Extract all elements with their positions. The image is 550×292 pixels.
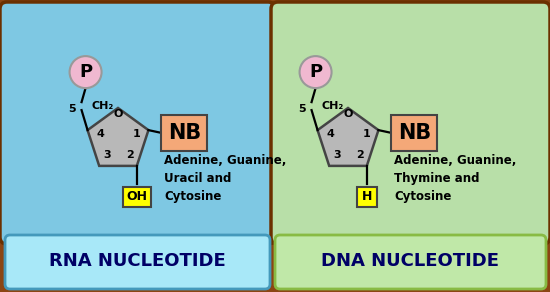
Text: CH₂: CH₂ bbox=[322, 101, 344, 111]
Text: 5: 5 bbox=[298, 104, 306, 114]
Text: O: O bbox=[343, 109, 353, 119]
FancyBboxPatch shape bbox=[0, 2, 275, 244]
Text: NB: NB bbox=[168, 123, 201, 143]
FancyBboxPatch shape bbox=[162, 115, 207, 151]
Text: 4: 4 bbox=[96, 128, 104, 139]
Circle shape bbox=[69, 56, 102, 88]
FancyBboxPatch shape bbox=[275, 235, 546, 289]
Polygon shape bbox=[87, 108, 148, 166]
Text: NB: NB bbox=[398, 123, 431, 143]
Text: 2: 2 bbox=[126, 150, 134, 160]
Polygon shape bbox=[317, 108, 378, 166]
Text: DNA NUCLEOTIDE: DNA NUCLEOTIDE bbox=[321, 252, 499, 270]
FancyBboxPatch shape bbox=[392, 115, 437, 151]
Text: 1: 1 bbox=[133, 128, 141, 139]
Text: 3: 3 bbox=[333, 150, 340, 160]
Text: P: P bbox=[309, 63, 322, 81]
Text: 1: 1 bbox=[363, 128, 371, 139]
Text: RNA NUCLEOTIDE: RNA NUCLEOTIDE bbox=[48, 252, 225, 270]
Text: Adenine, Guanine,
Thymine and
Cytosine: Adenine, Guanine, Thymine and Cytosine bbox=[394, 154, 517, 203]
Circle shape bbox=[300, 56, 332, 88]
Text: 2: 2 bbox=[356, 150, 364, 160]
FancyBboxPatch shape bbox=[271, 2, 550, 244]
Text: H: H bbox=[361, 190, 372, 204]
Text: CH₂: CH₂ bbox=[91, 101, 114, 111]
Text: 5: 5 bbox=[68, 104, 75, 114]
FancyBboxPatch shape bbox=[123, 187, 151, 207]
Text: OH: OH bbox=[126, 190, 147, 204]
Text: P: P bbox=[79, 63, 92, 81]
Text: O: O bbox=[113, 109, 123, 119]
FancyBboxPatch shape bbox=[357, 187, 377, 207]
FancyBboxPatch shape bbox=[5, 235, 270, 289]
Text: 4: 4 bbox=[326, 128, 334, 139]
Text: 3: 3 bbox=[103, 150, 111, 160]
Text: Adenine, Guanine,
Uracil and
Cytosine: Adenine, Guanine, Uracil and Cytosine bbox=[164, 154, 287, 203]
